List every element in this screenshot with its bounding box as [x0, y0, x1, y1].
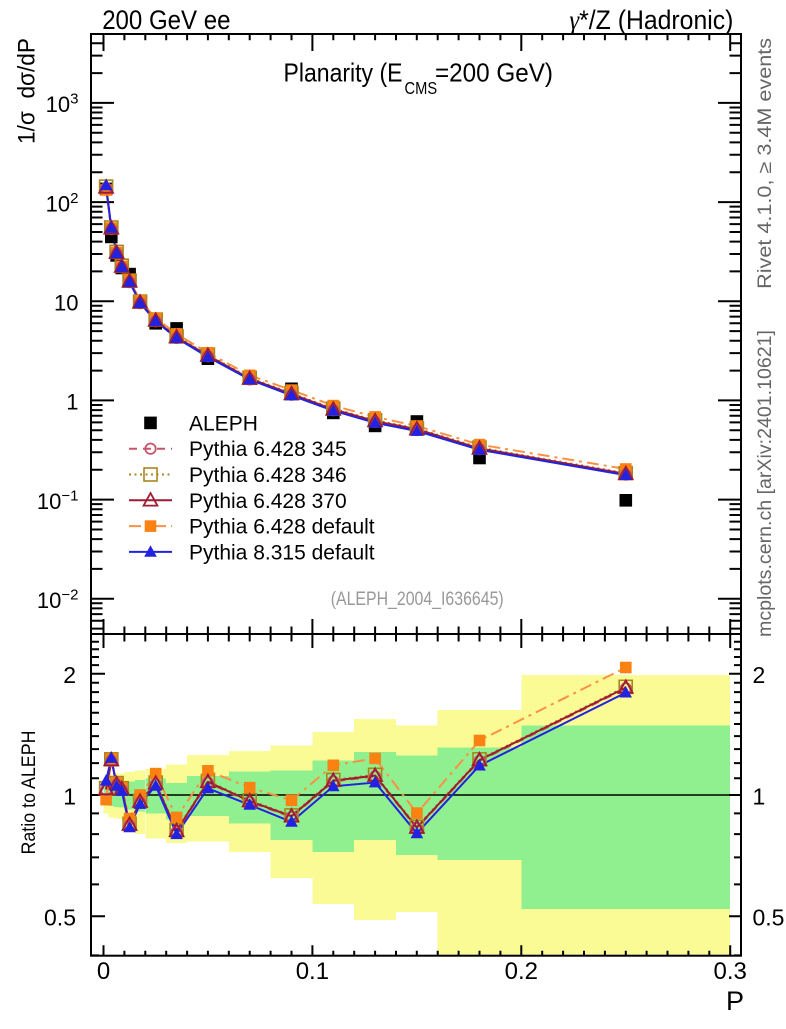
- svg-text:2: 2: [753, 662, 766, 688]
- svg-text:0.2: 0.2: [505, 958, 538, 985]
- svg-text:1: 1: [66, 390, 78, 415]
- svg-text:Planarity (E: Planarity (E: [284, 57, 403, 87]
- svg-text:Pythia 8.315 default: Pythia 8.315 default: [189, 541, 375, 564]
- svg-text:0.3: 0.3: [714, 958, 747, 985]
- svg-text:2: 2: [63, 662, 76, 688]
- svg-text:1: 1: [753, 783, 766, 809]
- svg-text:103: 103: [46, 91, 79, 118]
- svg-text:0.1: 0.1: [296, 958, 329, 985]
- svg-text:0.5: 0.5: [753, 905, 785, 931]
- svg-text:(ALEPH_2004_I636645): (ALEPH_2004_I636645): [331, 588, 504, 610]
- svg-text:CMS: CMS: [405, 78, 438, 98]
- svg-text:=200 GeV): =200 GeV): [435, 57, 553, 87]
- svg-text:Pythia 6.428 346: Pythia 6.428 346: [189, 464, 347, 487]
- svg-text:γ*/Z (Hadronic): γ*/Z (Hadronic): [569, 5, 733, 35]
- svg-text:mcplots.cern.ch [arXiv:2401.10: mcplots.cern.ch [arXiv:2401.10621]: [755, 330, 776, 637]
- svg-text:ALEPH: ALEPH: [189, 412, 258, 435]
- svg-text:1: 1: [63, 783, 76, 809]
- svg-text:200 GeV ee: 200 GeV ee: [102, 5, 230, 35]
- svg-text:P: P: [726, 986, 744, 1016]
- svg-text:Pythia 6.428 345: Pythia 6.428 345: [189, 438, 347, 461]
- svg-text:Ratio to ALEPH: Ratio to ALEPH: [18, 731, 40, 855]
- svg-text:Pythia 6.428 default: Pythia 6.428 default: [189, 516, 375, 539]
- svg-text:10: 10: [54, 291, 78, 316]
- svg-text:1/σ dσ/dP: 1/σ dσ/dP: [14, 38, 41, 144]
- svg-text:Rivet 4.1.0, ≥ 3.4M events: Rivet 4.1.0, ≥ 3.4M events: [755, 38, 776, 289]
- svg-text:0.5: 0.5: [44, 905, 76, 931]
- svg-text:0: 0: [97, 958, 110, 985]
- svg-text:10−1: 10−1: [37, 487, 79, 514]
- svg-text:Pythia 6.428 370: Pythia 6.428 370: [189, 490, 347, 513]
